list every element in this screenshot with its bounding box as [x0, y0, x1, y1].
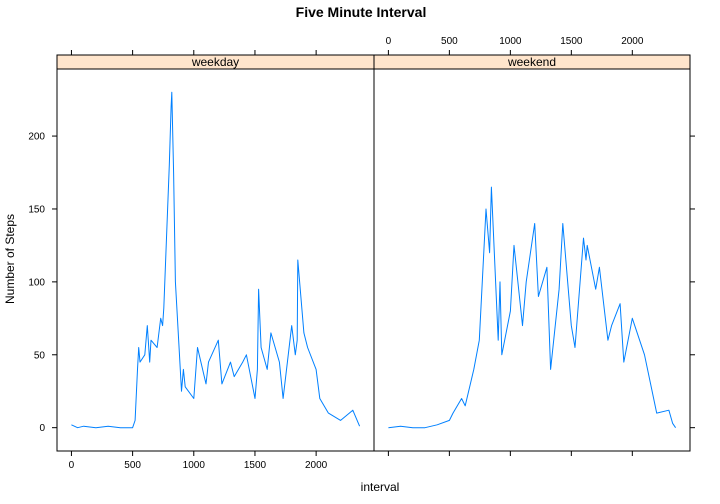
y-tick-label: 150	[28, 204, 45, 215]
x-tick-label: 1500	[244, 460, 267, 471]
chart-title: Five Minute Interval	[296, 4, 427, 20]
y-tick-label: 200	[28, 132, 45, 143]
x-tick-label: 2000	[621, 36, 644, 47]
x-axis-label: interval	[361, 480, 400, 494]
strip-label-weekend: weekend	[507, 55, 556, 69]
y-axis-label: Number of Steps	[3, 214, 17, 304]
x-tick-label: 500	[124, 460, 141, 471]
y-axis: 0 50 100 150 200	[28, 132, 695, 434]
x-tick-label: 1000	[183, 460, 206, 471]
x-tick-label: 1000	[499, 36, 522, 47]
series-line-weekday	[71, 91, 361, 429]
x-tick-label: 500	[441, 36, 458, 47]
x-tick-label: 0	[69, 460, 75, 471]
strip-label-weekday: weekday	[191, 55, 239, 69]
panel-weekend: weekend 0 500 1000 1500 2000	[373, 36, 691, 456]
x-tick-label: 2000	[305, 460, 328, 471]
x-tick-label: 1500	[560, 36, 583, 47]
series-line-weekend	[388, 186, 677, 429]
y-tick-label: 50	[34, 350, 46, 361]
panel-frame-weekend	[373, 68, 691, 452]
y-tick-label: 0	[39, 423, 45, 434]
panel-weekday: weekday 0 500 1000 1500 2000	[56, 50, 375, 471]
panel-frame-weekday	[56, 68, 375, 452]
x-tick-label: 0	[386, 36, 392, 47]
y-tick-label: 100	[28, 277, 45, 288]
